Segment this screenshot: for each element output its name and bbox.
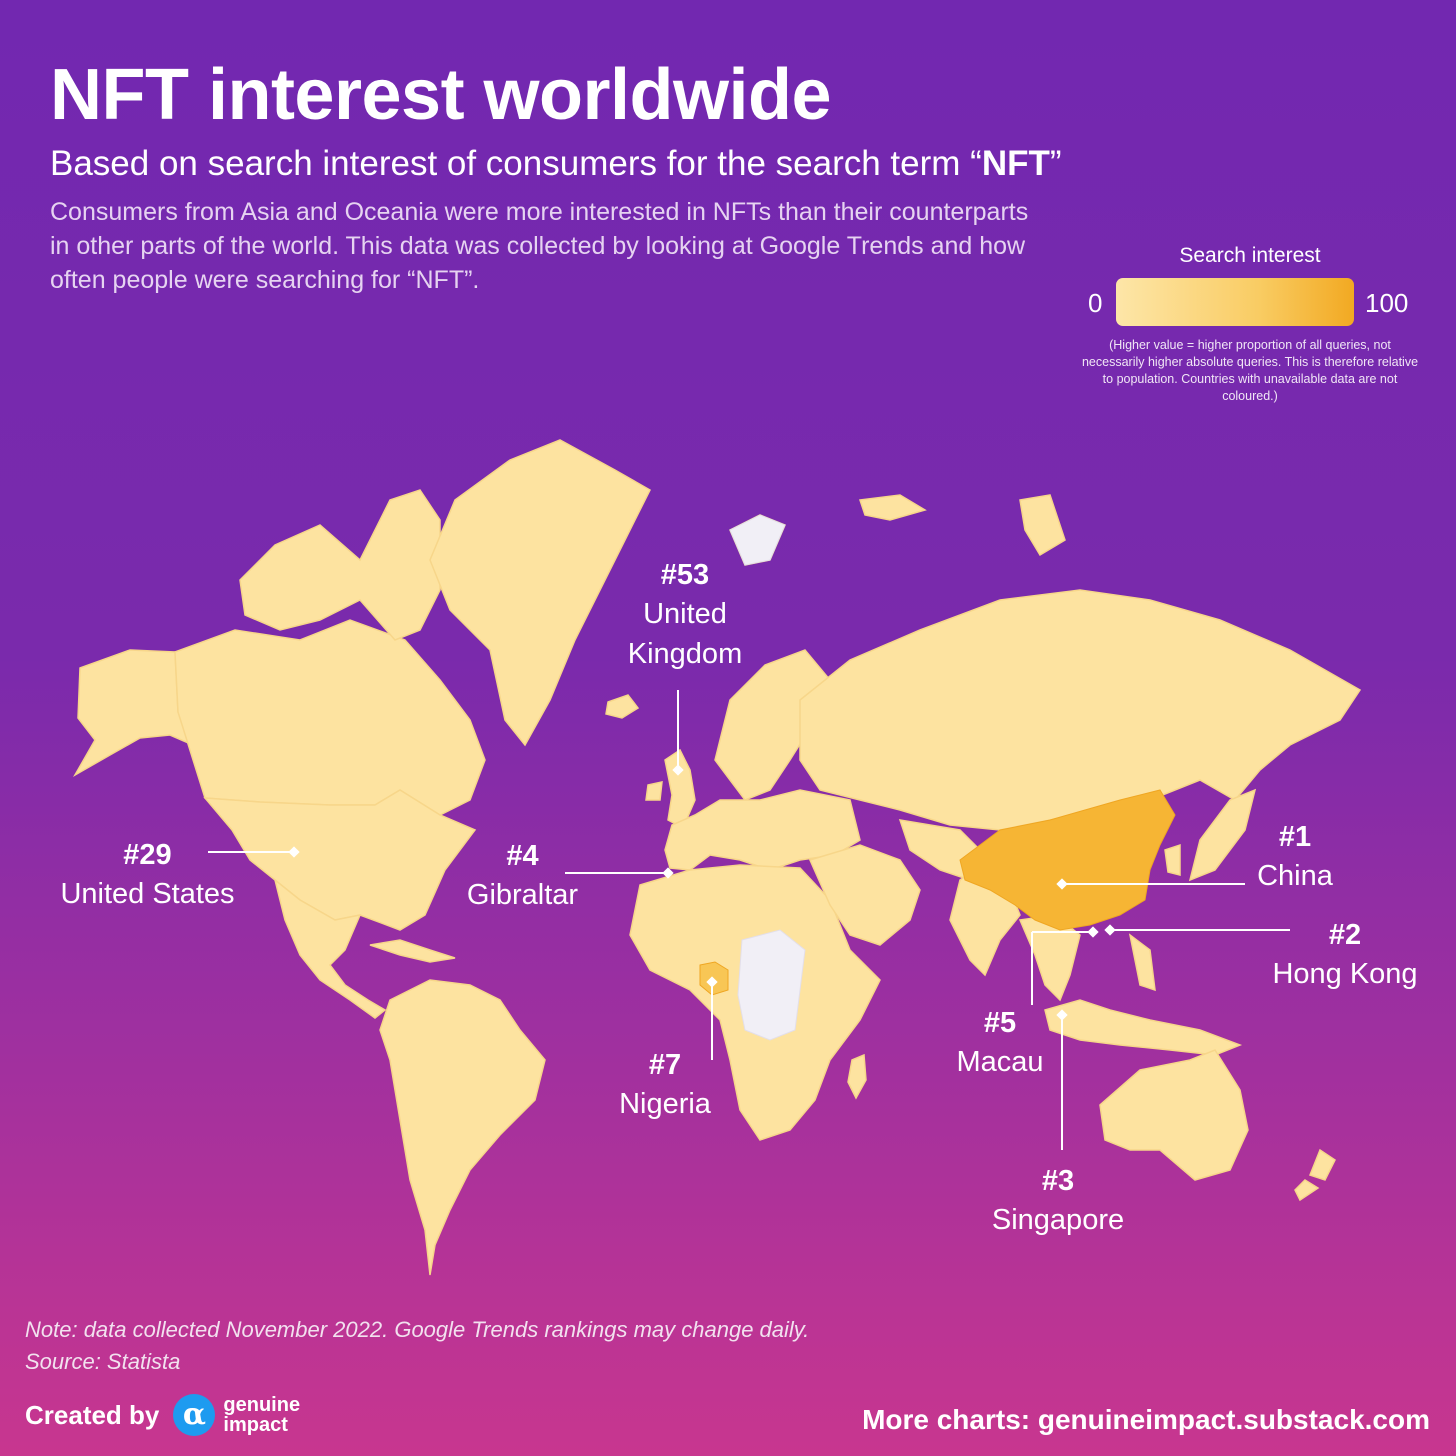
legend-title: Search interest xyxy=(1179,244,1321,267)
china-region xyxy=(959,789,1176,931)
landmasses xyxy=(72,439,1362,1276)
country-macau: Macau xyxy=(956,1046,1044,1078)
label-nigeria: #7 Nigeria xyxy=(605,1046,725,1124)
rank-uk: #53 xyxy=(660,559,710,591)
logo-line-1: genuine xyxy=(223,1394,301,1416)
rank-singapore: #3 xyxy=(1041,1165,1075,1197)
legend-min-label: 0 xyxy=(1088,288,1103,318)
usa-shape xyxy=(203,789,477,931)
south-america-shape xyxy=(379,979,546,1276)
china-marker xyxy=(1056,878,1068,890)
legend-gradient-bar xyxy=(1116,278,1354,326)
country-uk-line2: Kingdom xyxy=(627,638,743,670)
canada-shape xyxy=(174,619,486,816)
country-china: China xyxy=(1257,860,1333,892)
mexico-central-america-shape xyxy=(273,878,387,1019)
russia-shape xyxy=(799,589,1362,831)
macau-marker xyxy=(1087,926,1099,938)
middle-east-shape xyxy=(808,844,921,946)
legend-note: (Higher value = higher proportion of all… xyxy=(1081,338,1419,403)
page-subtitle: Based on search interest of consumers fo… xyxy=(50,142,1062,186)
credit: Created by α genuine impact xyxy=(25,1394,300,1436)
page-title: NFT interest worldwide xyxy=(50,55,832,135)
subtitle-suffix: ” xyxy=(1049,144,1062,183)
footnote: Note: data collected November 2022. Goog… xyxy=(25,1314,809,1378)
rank-macau: #5 xyxy=(983,1007,1017,1039)
label-uk: #53 United Kingdom xyxy=(615,556,755,674)
label-china: #1 China xyxy=(1250,818,1340,896)
leader-lines xyxy=(208,690,1290,1150)
logo-text: genuine impact xyxy=(223,1395,300,1435)
genuine-impact-logo-icon: α xyxy=(173,1394,216,1436)
highlight-regions xyxy=(699,789,1176,996)
logo-line-2: impact xyxy=(223,1414,288,1436)
rank-gibraltar: #4 xyxy=(506,840,539,872)
country-nigeria: Nigeria xyxy=(619,1088,711,1120)
country-gibraltar: Gibraltar xyxy=(466,879,579,911)
caribbean-shape xyxy=(369,939,456,963)
japan-shape xyxy=(1164,788,1257,882)
leader-markers xyxy=(288,764,1116,1021)
source-note: Source: Statista xyxy=(25,1349,181,1374)
no-data-regions xyxy=(729,514,806,1041)
rank-hongkong: #2 xyxy=(1328,919,1362,951)
country-usa: United States xyxy=(60,878,235,910)
svalbard-no-data xyxy=(729,514,786,566)
label-singapore: #3 Singapore xyxy=(978,1162,1138,1240)
europe-shape xyxy=(664,789,861,871)
country-hongkong: Hong Kong xyxy=(1272,958,1418,990)
iceland-shape xyxy=(605,694,640,719)
new-zealand-shape xyxy=(1294,1148,1336,1202)
country-uk-line1: United xyxy=(643,598,727,630)
central-africa-no-data xyxy=(737,929,806,1041)
subtitle-term: NFT xyxy=(981,144,1050,183)
uk-ireland-shape xyxy=(645,748,696,830)
madagascar-shape xyxy=(847,1053,867,1100)
australia-shape xyxy=(1099,1049,1249,1181)
rank-china: #1 xyxy=(1278,821,1312,853)
data-note: Note: data collected November 2022. Goog… xyxy=(25,1317,810,1342)
indonesia-shape xyxy=(1044,933,1243,1056)
label-macau: #5 Macau xyxy=(950,1004,1050,1082)
label-gibraltar: #4 Gibraltar xyxy=(455,837,590,915)
label-hongkong: #2 Hong Kong xyxy=(1265,916,1425,994)
description: Consumers from Asia and Oceania were mor… xyxy=(50,198,1029,294)
usa-marker xyxy=(288,846,300,858)
arctic-islands-shape xyxy=(239,489,441,641)
more-charts-link[interactable]: More charts: genuineimpact.substack.com xyxy=(862,1404,1430,1435)
hongkong-marker xyxy=(1104,924,1116,936)
singapore-marker xyxy=(1056,1009,1068,1021)
uk-marker xyxy=(672,764,684,776)
rank-nigeria: #7 xyxy=(648,1049,682,1081)
legend-max-label: 100 xyxy=(1365,288,1409,318)
label-usa: #29 United States xyxy=(40,836,255,914)
nigeria-marker xyxy=(706,976,718,988)
rank-usa: #29 xyxy=(123,839,172,871)
created-by-label: Created by xyxy=(25,1399,160,1430)
gibraltar-marker xyxy=(662,867,674,879)
subtitle-prefix: Based on search interest of consumers fo… xyxy=(50,144,982,183)
country-singapore: Singapore xyxy=(991,1204,1125,1236)
greenland-shape xyxy=(429,439,651,747)
